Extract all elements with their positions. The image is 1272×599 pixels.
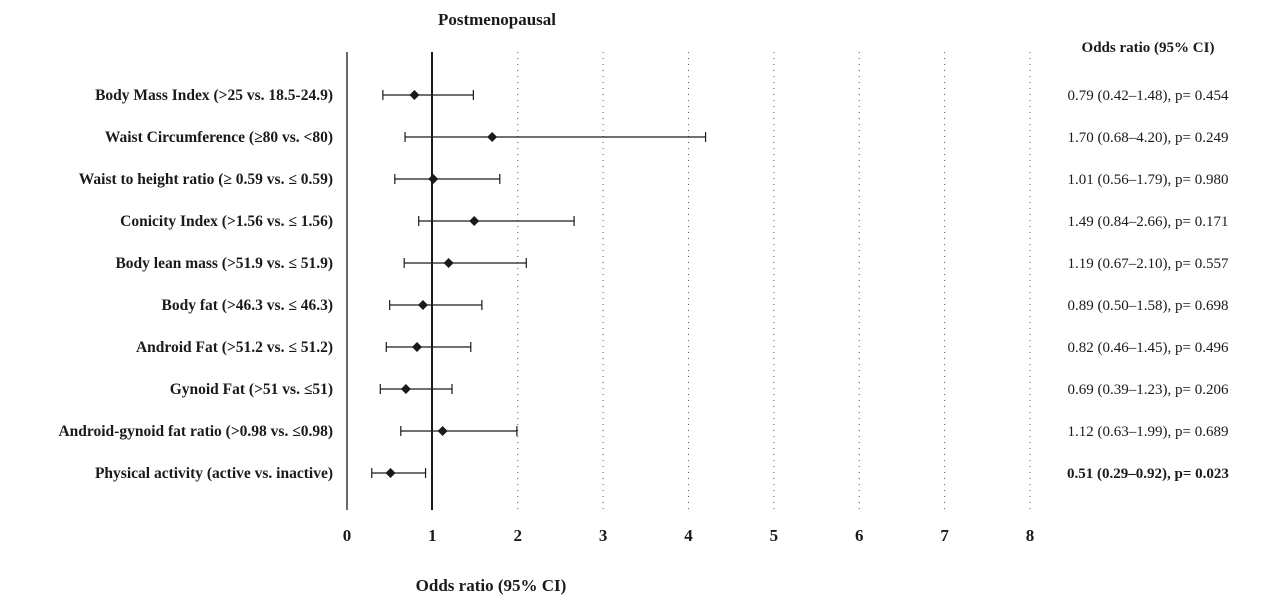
row-label: Conicity Index (>1.56 vs. ≤ 1.56) (120, 213, 333, 230)
row-or-text: 1.12 (0.63–1.99), p= 0.689 (1068, 424, 1229, 440)
odds-ratio-marker (409, 90, 420, 100)
forest-row: Android Fat (>51.2 vs. ≤ 51.2) 0.82 (0.46… (136, 339, 1229, 356)
x-tick-label: 4 (684, 526, 693, 545)
x-tick-label: 5 (770, 526, 779, 545)
forest-row: Conicity Index (>1.56 vs. ≤ 1.56) 1.49 (0… (120, 213, 1228, 230)
odds-ratio-marker (443, 258, 454, 268)
row-label: Body Mass Index (>25 vs. 18.5-24.9) (95, 87, 333, 104)
x-tick-label: 2 (514, 526, 523, 545)
odds-ratio-marker (412, 342, 423, 352)
row-label: Android-gynoid fat ratio (>0.98 vs. ≤0.9… (58, 423, 333, 440)
row-or-text: 1.70 (0.68–4.20), p= 0.249 (1068, 130, 1229, 146)
forest-row: Physical activity (active vs. inactive) 0… (95, 465, 1229, 482)
x-tick-label: 0 (343, 526, 352, 545)
x-tick-label: 1 (428, 526, 437, 545)
row-label: Physical activity (active vs. inactive) (95, 465, 333, 482)
forest-row: Android-gynoid fat ratio (>0.98 vs. ≤0.9… (58, 423, 1228, 440)
x-tick-label: 8 (1026, 526, 1035, 545)
row-label: Waist to height ratio (≥ 0.59 vs. ≤ 0.59… (79, 171, 333, 188)
odds-ratio-marker (385, 468, 396, 478)
row-label: Gynoid Fat (>51 vs. ≤51) (170, 381, 333, 398)
odds-ratio-column-header: Odds ratio (95% CI) (1082, 40, 1215, 56)
x-tick-label: 6 (855, 526, 864, 545)
odds-ratio-marker (469, 216, 480, 226)
row-label: Body lean mass (>51.9 vs. ≤ 51.9) (115, 255, 333, 272)
row-label: Body fat (>46.3 vs. ≤ 46.3) (162, 297, 333, 314)
row-or-text: 1.19 (0.67–2.10), p= 0.557 (1068, 256, 1229, 272)
forest-row: Gynoid Fat (>51 vs. ≤51) 0.69 (0.39–1.23)… (170, 381, 1229, 398)
x-tick-label: 3 (599, 526, 608, 545)
odds-ratio-marker (437, 426, 448, 436)
row-or-text: 0.69 (0.39–1.23), p= 0.206 (1068, 382, 1229, 398)
odds-ratio-marker (417, 300, 428, 310)
row-or-text: 0.89 (0.50–1.58), p= 0.698 (1068, 298, 1229, 314)
row-or-text: 1.01 (0.56–1.79), p= 0.980 (1068, 172, 1229, 188)
forest-row: Body Mass Index (>25 vs. 18.5-24.9) 0.79 … (95, 87, 1229, 104)
row-label: Android Fat (>51.2 vs. ≤ 51.2) (136, 339, 333, 356)
row-or-text: 1.49 (0.84–2.66), p= 0.171 (1068, 214, 1229, 230)
x-axis-ticks: 0 1 2 3 4 5 6 7 8 (343, 526, 1035, 545)
odds-ratio-marker (487, 132, 498, 142)
forest-row: Body lean mass (>51.9 vs. ≤ 51.9) 1.19 (0… (115, 255, 1229, 272)
x-tick-label: 7 (940, 526, 949, 545)
forest-rows: Body Mass Index (>25 vs. 18.5-24.9) 0.79 … (58, 87, 1229, 482)
chart-title: Postmenopausal (438, 10, 556, 29)
forest-row: Waist to height ratio (≥ 0.59 vs. ≤ 0.59… (79, 171, 1229, 188)
row-or-text: 0.51 (0.29–0.92), p= 0.023 (1067, 466, 1229, 482)
x-axis-title: Odds ratio (95% CI) (416, 576, 567, 595)
forest-row: Waist Circumference (≥80 vs. <80) 1.70 (0… (105, 129, 1229, 146)
odds-ratio-marker (428, 174, 439, 184)
row-or-text: 0.82 (0.46–1.45), p= 0.496 (1068, 340, 1229, 356)
forest-row: Body fat (>46.3 vs. ≤ 46.3) 0.89 (0.50–1.… (162, 297, 1229, 314)
row-or-text: 0.79 (0.42–1.48), p= 0.454 (1068, 88, 1229, 104)
row-label: Waist Circumference (≥80 vs. <80) (105, 129, 333, 146)
odds-ratio-marker (400, 384, 411, 394)
grid-lines (517, 52, 1031, 510)
